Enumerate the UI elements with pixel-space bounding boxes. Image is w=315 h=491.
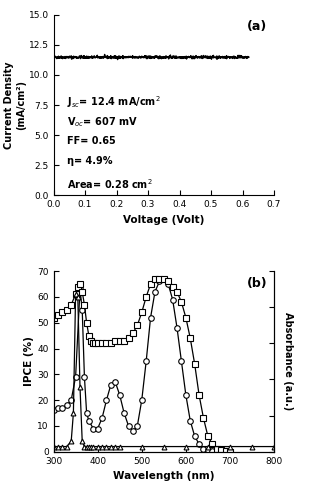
Text: Area= 0.28 cm$^2$: Area= 0.28 cm$^2$ <box>67 177 152 191</box>
Y-axis label: Current Density
(mA/cm²): Current Density (mA/cm²) <box>4 61 26 149</box>
X-axis label: Voltage (Volt): Voltage (Volt) <box>123 215 204 225</box>
Text: η= 4.9%: η= 4.9% <box>67 157 112 166</box>
Text: (a): (a) <box>247 20 267 33</box>
Text: FF= 0.65: FF= 0.65 <box>67 136 116 146</box>
Text: (b): (b) <box>247 276 267 290</box>
X-axis label: Wavelength (nm): Wavelength (nm) <box>113 471 215 481</box>
Y-axis label: IPCE (%): IPCE (%) <box>24 336 34 386</box>
Text: J$_{sc}$= 12.4 mA/cm$^2$: J$_{sc}$= 12.4 mA/cm$^2$ <box>67 94 161 110</box>
Y-axis label: Absorbance (a.u.): Absorbance (a.u.) <box>283 312 293 410</box>
Text: V$_{oc}$= 607 mV: V$_{oc}$= 607 mV <box>67 115 138 129</box>
